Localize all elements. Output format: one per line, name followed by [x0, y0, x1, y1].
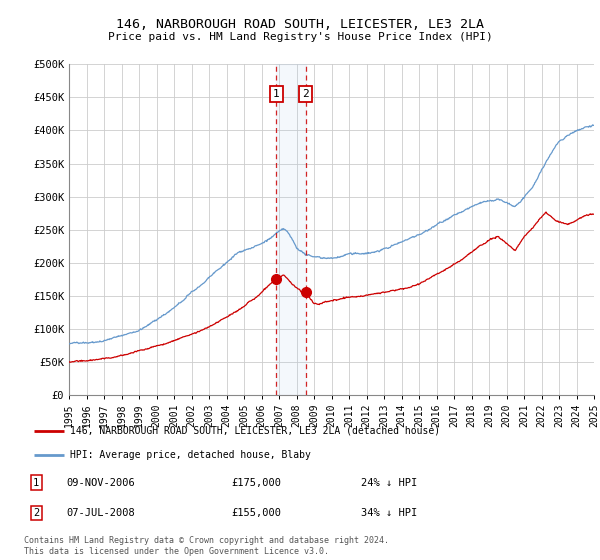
- Text: 09-NOV-2006: 09-NOV-2006: [66, 478, 135, 488]
- Text: 24% ↓ HPI: 24% ↓ HPI: [361, 478, 417, 488]
- Text: 2: 2: [302, 89, 309, 99]
- Text: HPI: Average price, detached house, Blaby: HPI: Average price, detached house, Blab…: [70, 450, 311, 460]
- Text: Price paid vs. HM Land Registry's House Price Index (HPI): Price paid vs. HM Land Registry's House …: [107, 32, 493, 42]
- Text: 146, NARBOROUGH ROAD SOUTH, LEICESTER, LE3 2LA (detached house): 146, NARBOROUGH ROAD SOUTH, LEICESTER, L…: [70, 426, 440, 436]
- Text: 2: 2: [33, 508, 40, 518]
- Text: 1: 1: [273, 89, 280, 99]
- Text: 1: 1: [33, 478, 40, 488]
- Text: £155,000: £155,000: [232, 508, 281, 518]
- Text: 07-JUL-2008: 07-JUL-2008: [66, 508, 135, 518]
- Bar: [277, 64, 305, 395]
- Text: 146, NARBOROUGH ROAD SOUTH, LEICESTER, LE3 2LA: 146, NARBOROUGH ROAD SOUTH, LEICESTER, L…: [116, 18, 484, 31]
- Text: Contains HM Land Registry data © Crown copyright and database right 2024.
This d: Contains HM Land Registry data © Crown c…: [24, 536, 389, 556]
- Text: 34% ↓ HPI: 34% ↓ HPI: [361, 508, 417, 518]
- Text: £175,000: £175,000: [232, 478, 281, 488]
